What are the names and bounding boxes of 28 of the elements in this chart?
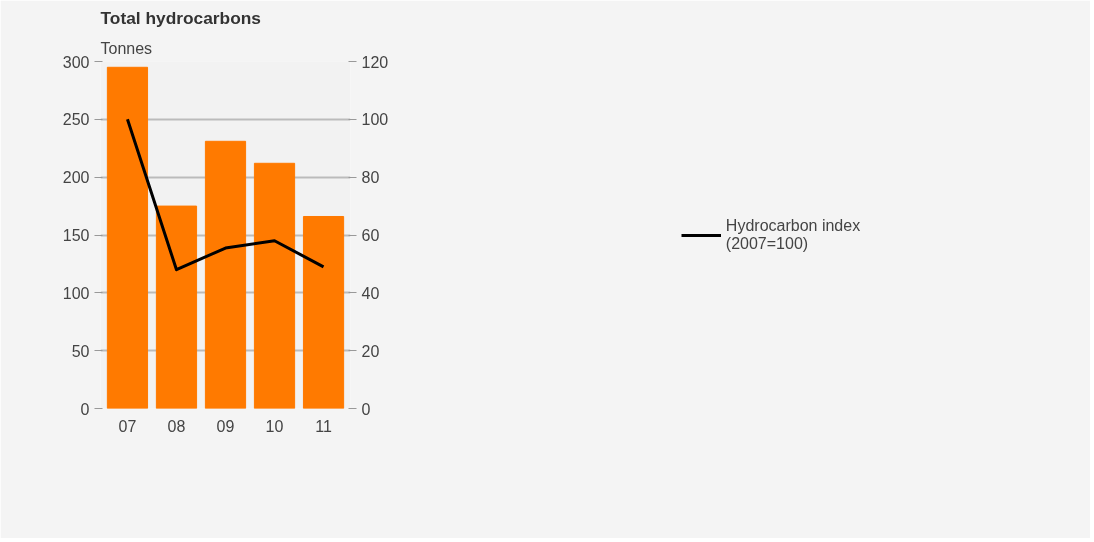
y2-tick-label: 40 [361, 284, 380, 302]
x-tick-label: 11 [315, 417, 332, 435]
line-series [125, 117, 326, 272]
chart-subtitle: Tonnes [100, 39, 153, 57]
y-tick-label: 50 [71, 342, 90, 360]
y2-tick-label: 100 [361, 111, 389, 129]
y2-tick-label: 80 [361, 169, 380, 187]
x-tick-label: 07 [118, 417, 137, 435]
bar [204, 140, 247, 409]
bar [155, 205, 198, 409]
y2-tick-label: 120 [361, 53, 389, 71]
chart-title: Total hydrocarbons [100, 7, 261, 28]
y2-tick-label: 60 [361, 227, 380, 244]
y-tick-label: 200 [62, 169, 90, 187]
y-tick-label: 150 [62, 227, 90, 244]
y2-tick-label: 0 [361, 400, 371, 418]
x-tick-label: 10 [265, 417, 284, 435]
x-tick-label: 09 [216, 417, 235, 435]
y-tick-label: 100 [62, 284, 90, 302]
bar [106, 66, 149, 409]
y2-tick-label: 20 [361, 342, 380, 360]
bar [302, 215, 345, 409]
bar [253, 162, 296, 409]
y-tick-label: 300 [62, 53, 90, 71]
y-tick-label: 250 [62, 111, 90, 129]
x-tick-label: 08 [167, 417, 186, 435]
legend-label: Hydrocarbon index (2007=100) [725, 216, 861, 253]
y-tick-label: 0 [80, 400, 90, 418]
